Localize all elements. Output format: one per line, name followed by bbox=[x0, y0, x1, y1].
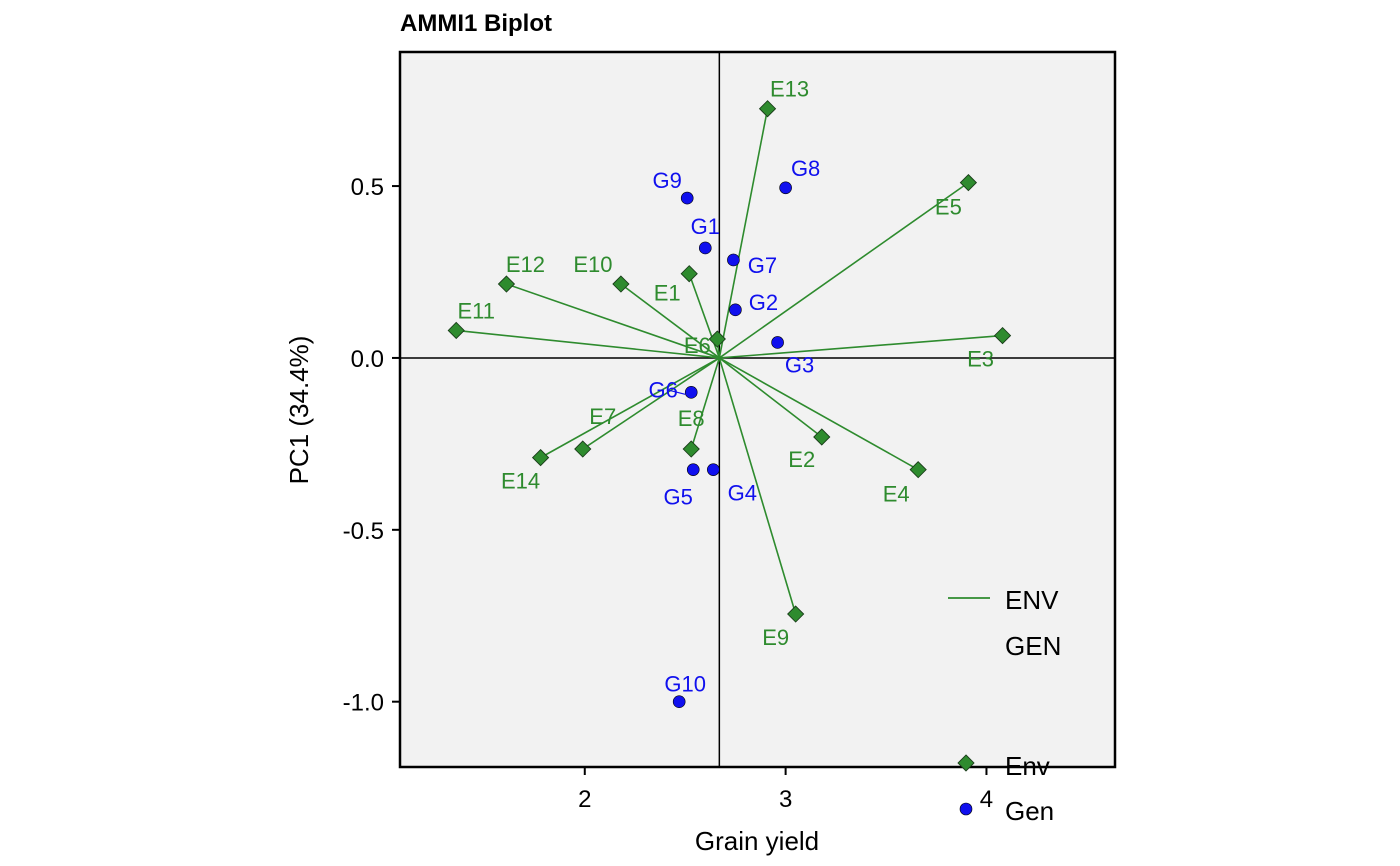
env-label-e4: E4 bbox=[883, 482, 910, 507]
legend-marker-gen bbox=[959, 802, 973, 816]
env-label-e12: E12 bbox=[506, 252, 545, 277]
env-label-e8: E8 bbox=[678, 406, 705, 431]
env-label-e6: E6 bbox=[684, 333, 711, 358]
env-vector-e7 bbox=[582, 357, 720, 450]
gen-label-leader-g6 bbox=[669, 389, 686, 395]
env-label-e7: E7 bbox=[589, 404, 616, 429]
env-vector-e8 bbox=[690, 357, 721, 450]
y-axis: 0.5 0.0 -0.5 -1.0 bbox=[343, 174, 400, 717]
legend-label-gen-marker: Gen bbox=[1005, 796, 1054, 826]
x-tick-label: 3 bbox=[779, 786, 792, 813]
env-point-e11 bbox=[447, 321, 465, 340]
env-label-e11: E11 bbox=[457, 298, 495, 323]
env-vector-e11 bbox=[456, 329, 720, 359]
gen-point-g9 bbox=[680, 191, 694, 205]
env-label-e14: E14 bbox=[501, 469, 540, 494]
env-label-e10: E10 bbox=[573, 252, 612, 277]
env-label-e5: E5 bbox=[935, 195, 962, 220]
legend-label-gen-line: GEN bbox=[1005, 631, 1061, 661]
x-tick-label: 4 bbox=[980, 786, 993, 813]
point-labels: G1 G2 G3 G4 G5 G6 G7 G8 G9 G10 E1 E2 E3 E4 E5 E6 E7 E8 E9 E… bbox=[457, 77, 994, 697]
y-axis-title: PC1 (34.4%) bbox=[284, 336, 314, 485]
gen-point-g4 bbox=[707, 463, 720, 476]
gen-point-g5 bbox=[686, 463, 700, 476]
env-label-e2: E2 bbox=[788, 447, 815, 472]
gen-label-g1: G1 bbox=[691, 214, 720, 239]
gen-label-g3: G3 bbox=[785, 352, 814, 377]
x-axis-title: Grain yield bbox=[695, 826, 819, 856]
y-tick-label: 0.5 bbox=[351, 174, 384, 201]
env-point-e3 bbox=[993, 326, 1012, 345]
plot-panel bbox=[400, 52, 1115, 767]
env-vector-e4 bbox=[718, 357, 919, 471]
env-point-e5 bbox=[959, 173, 978, 192]
gen-label-g9: G9 bbox=[653, 168, 682, 193]
env-point-e2 bbox=[813, 428, 831, 446]
y-tick-label: -0.5 bbox=[343, 518, 384, 545]
chart-title: AMMI1 Biplot bbox=[400, 10, 552, 37]
gen-label-g5: G5 bbox=[664, 485, 693, 510]
env-vector-e5 bbox=[718, 181, 969, 359]
y-tick-label: 0.0 bbox=[351, 346, 384, 373]
env-point-e1 bbox=[680, 265, 698, 283]
env-vector-e10 bbox=[620, 283, 720, 359]
gen-label-g4: G4 bbox=[728, 481, 757, 506]
gen-label-g10: G10 bbox=[664, 672, 706, 697]
gen-point-g3 bbox=[771, 336, 784, 349]
env-points bbox=[447, 100, 1012, 623]
env-label-e13: E13 bbox=[770, 77, 809, 102]
gen-point-g7 bbox=[727, 253, 740, 267]
env-label-e3: E3 bbox=[967, 347, 994, 372]
env-point-e7 bbox=[574, 440, 592, 458]
gen-point-g10 bbox=[672, 695, 686, 708]
gen-label-g6: G6 bbox=[649, 377, 678, 402]
plot-border bbox=[398, 50, 1117, 769]
env-vector-e2 bbox=[718, 357, 823, 438]
env-point-e9 bbox=[787, 605, 805, 623]
env-point-e13 bbox=[758, 100, 777, 118]
env-vector-e14 bbox=[540, 357, 720, 459]
gen-points bbox=[672, 181, 792, 708]
x-axis: 2 3 4 bbox=[578, 767, 993, 813]
env-point-e10 bbox=[612, 275, 630, 293]
env-vector-e9 bbox=[718, 357, 797, 615]
legend-marker-env bbox=[957, 754, 975, 772]
x-tick-label: 2 bbox=[578, 786, 591, 813]
gen-label-g2: G2 bbox=[749, 290, 778, 315]
env-point-e4 bbox=[909, 461, 927, 479]
env-point-e14 bbox=[531, 448, 550, 467]
reference-lines bbox=[400, 52, 1115, 767]
gen-label-g7: G7 bbox=[748, 253, 777, 278]
y-tick-label: -1.0 bbox=[343, 690, 384, 717]
gen-point-g8 bbox=[779, 181, 792, 195]
env-point-e6 bbox=[708, 330, 726, 348]
env-vector-e13 bbox=[718, 108, 769, 359]
gen-point-g1 bbox=[698, 241, 712, 255]
env-vector-e3 bbox=[719, 334, 1003, 359]
env-label-e1: E1 bbox=[654, 281, 681, 306]
gen-label-g8: G8 bbox=[791, 156, 820, 181]
legend-label-env-line: ENV bbox=[1005, 585, 1059, 615]
env-vector-e12 bbox=[506, 283, 720, 359]
env-point-e8 bbox=[682, 440, 700, 458]
env-point-e12 bbox=[497, 275, 516, 293]
legend: ENV GEN Env Gen bbox=[948, 585, 1061, 826]
env-label-e9: E9 bbox=[762, 625, 789, 650]
legend-label-env-marker: Env bbox=[1005, 751, 1050, 781]
gen-point-g2 bbox=[729, 303, 742, 317]
gen-point-g6 bbox=[684, 386, 698, 399]
